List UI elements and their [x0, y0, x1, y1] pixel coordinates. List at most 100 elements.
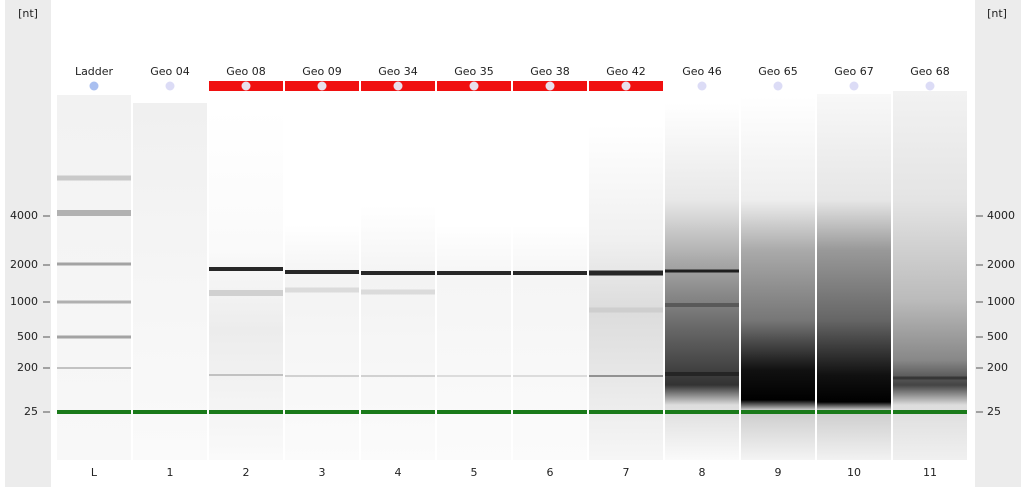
- lane-image: [361, 205, 435, 460]
- tick-label-left: 200: [17, 361, 38, 374]
- marker-line: [513, 410, 587, 414]
- lane-number: 6: [547, 466, 554, 479]
- lane-name: Geo 46: [682, 65, 722, 78]
- gel-band: [437, 271, 511, 275]
- gel-band: [513, 271, 587, 275]
- lane-number: L: [91, 466, 98, 479]
- gel-band: [285, 375, 359, 377]
- tick-label-left: 25: [24, 405, 38, 418]
- lane-number: 10: [847, 466, 861, 479]
- lane-image: [665, 103, 739, 460]
- gel-band: [57, 367, 131, 369]
- lane-number: 9: [775, 466, 782, 479]
- lane-name: Geo 04: [150, 65, 190, 78]
- gel-band: [361, 271, 435, 275]
- gel-band: [361, 375, 435, 377]
- lane-name: Geo 67: [834, 65, 874, 78]
- lane-dot[interactable]: [545, 81, 555, 91]
- lane-image: [133, 103, 207, 460]
- marker-line: [893, 410, 967, 414]
- lane-name: Geo 34: [378, 65, 418, 78]
- lane-name: Geo 09: [302, 65, 342, 78]
- lane-dot[interactable]: [697, 81, 707, 91]
- lane-image: [893, 91, 967, 460]
- tick-label-right: 1000: [987, 295, 1015, 308]
- lane-name: Geo 35: [454, 65, 494, 78]
- gel-band: [589, 307, 663, 313]
- gel-band: [665, 303, 739, 307]
- gel-band: [589, 270, 663, 276]
- tick-label-right: 500: [987, 330, 1008, 343]
- gel-band: [285, 287, 359, 293]
- gel-band: [361, 289, 435, 295]
- lane-name: Geo 38: [530, 65, 570, 78]
- lane-name: Geo 65: [758, 65, 798, 78]
- lane-number: 3: [319, 466, 326, 479]
- gel-band: [57, 335, 131, 339]
- lane-dot[interactable]: [165, 81, 175, 91]
- lane-image: [209, 108, 283, 460]
- lane-image: [285, 225, 359, 460]
- lane-name: Ladder: [75, 65, 114, 78]
- tick-label-right: 200: [987, 361, 1008, 374]
- gel-band: [209, 374, 283, 376]
- lane-dot[interactable]: [849, 81, 859, 91]
- lane-dot[interactable]: [773, 81, 783, 91]
- gel-band: [209, 290, 283, 296]
- marker-line: [133, 410, 207, 414]
- tick-label-left: 500: [17, 330, 38, 343]
- gel-band: [57, 262, 131, 266]
- marker-line: [361, 410, 435, 414]
- gel-band: [437, 375, 511, 377]
- lane-number: 11: [923, 466, 937, 479]
- lane-name: Geo 42: [606, 65, 646, 78]
- gel-band: [57, 210, 131, 216]
- lane-dot[interactable]: [241, 81, 251, 91]
- gel-band: [665, 372, 739, 376]
- lane-image: [437, 225, 511, 460]
- gel-band: [285, 270, 359, 274]
- lane-number: 7: [623, 466, 630, 479]
- gel-band: [57, 175, 131, 181]
- lane-number: 1: [167, 466, 174, 479]
- tick-label-left: 4000: [10, 209, 38, 222]
- lane-dot[interactable]: [621, 81, 631, 91]
- marker-line: [437, 410, 511, 414]
- lane-number: 4: [395, 466, 402, 479]
- lane-name: Geo 68: [910, 65, 950, 78]
- axis-unit-left: [nt]: [18, 7, 38, 20]
- lane-dot[interactable]: [925, 81, 935, 91]
- gel-band: [665, 269, 739, 273]
- lane-image: [741, 97, 815, 460]
- gel-band: [209, 267, 283, 271]
- marker-line: [589, 410, 663, 414]
- tick-label-right: 4000: [987, 209, 1015, 222]
- right-axis-panel: [975, 0, 1021, 487]
- left-axis-panel: [5, 0, 51, 487]
- gel-band: [513, 375, 587, 377]
- marker-line: [741, 410, 815, 414]
- lane-image: [513, 225, 587, 460]
- marker-line: [209, 410, 283, 414]
- tick-label-left: 1000: [10, 295, 38, 308]
- gel-band: [893, 376, 967, 380]
- marker-line: [285, 410, 359, 414]
- marker-line: [57, 410, 131, 414]
- tick-label-right: 2000: [987, 258, 1015, 271]
- lane-image: [57, 95, 131, 460]
- lane-number: 8: [699, 466, 706, 479]
- lane-number: 2: [243, 466, 250, 479]
- gel-band: [57, 300, 131, 304]
- lane-dot[interactable]: [469, 81, 479, 91]
- marker-line: [817, 410, 891, 414]
- tick-label-right: 25: [987, 405, 1001, 418]
- lane-dot[interactable]: [89, 81, 99, 91]
- tick-label-left: 2000: [10, 258, 38, 271]
- lane-image: [589, 125, 663, 460]
- marker-line: [665, 410, 739, 414]
- gel-band: [589, 375, 663, 377]
- lane-dot[interactable]: [393, 81, 403, 91]
- lane-dot[interactable]: [317, 81, 327, 91]
- axis-unit-right: [nt]: [987, 7, 1007, 20]
